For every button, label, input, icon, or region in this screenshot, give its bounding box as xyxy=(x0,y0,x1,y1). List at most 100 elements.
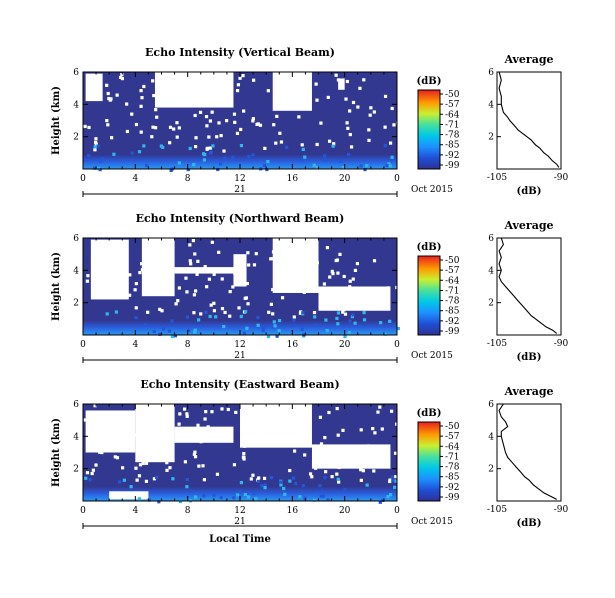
no-data-speckle xyxy=(330,288,334,292)
average-panel-0 xyxy=(496,71,562,170)
no-data-speckle xyxy=(203,417,207,421)
echo-speckle xyxy=(122,478,126,482)
average-x-tick-label: -105 xyxy=(487,173,507,183)
no-data-speckle xyxy=(112,271,116,275)
y-tick-label: 4 xyxy=(73,100,79,110)
no-data-speckle xyxy=(208,119,213,123)
y-tick-label: 6 xyxy=(73,234,79,244)
echo-speckle xyxy=(390,155,394,159)
no-data-speckle xyxy=(194,136,198,140)
no-data-speckle xyxy=(279,140,284,144)
no-data-speckle xyxy=(155,115,159,119)
echo-speckle xyxy=(202,158,206,162)
no-data-speckle xyxy=(344,297,348,301)
no-data-speckle xyxy=(177,286,181,290)
colorbar-tick-label: -57 xyxy=(445,266,460,276)
no-data-speckle xyxy=(196,423,200,427)
echo-speckle xyxy=(266,334,271,339)
no-data-speckle xyxy=(346,126,350,130)
no-data-speckle xyxy=(292,449,297,453)
no-data-speckle xyxy=(94,463,98,467)
echo-speckle xyxy=(279,480,283,484)
echo-speckle xyxy=(325,328,329,333)
no-data-speckle xyxy=(368,113,372,117)
echo-speckle xyxy=(84,476,88,480)
echo-speckle xyxy=(312,498,317,502)
no-data-speckle xyxy=(161,427,166,431)
echo-speckle xyxy=(388,493,393,497)
no-data-speckle xyxy=(256,413,260,417)
no-data-speckle xyxy=(348,132,352,137)
no-data-speckle xyxy=(94,142,98,146)
no-data-speckle xyxy=(348,109,352,113)
no-data-speckle xyxy=(138,270,142,275)
no-data-speckle xyxy=(187,80,191,84)
no-data-speckle xyxy=(286,284,290,288)
echo-speckle xyxy=(254,497,258,501)
x-tick-label: 16 xyxy=(287,174,299,184)
echo-speckle xyxy=(157,500,161,504)
echo-speckle xyxy=(236,493,240,497)
echo-speckle xyxy=(187,328,191,333)
echo-speckle xyxy=(387,162,391,166)
no-data-speckle xyxy=(338,252,342,256)
colorbar-unit: (dB) xyxy=(417,408,442,419)
no-data-speckle xyxy=(220,407,224,411)
no-data-speckle xyxy=(369,293,373,297)
echo-speckle xyxy=(88,478,92,482)
echo-speckle xyxy=(247,155,251,159)
no-data-speckle xyxy=(314,466,318,470)
no-data-speckle xyxy=(159,291,163,295)
no-data-speckle xyxy=(193,113,197,118)
day-label: 21 xyxy=(234,185,245,195)
no-data-speckle xyxy=(134,306,138,310)
no-data-speckle xyxy=(152,93,156,98)
no-data-speckle xyxy=(378,405,382,409)
no-data-speckle xyxy=(378,449,382,454)
heatmap-title: Echo Intensity (Eastward Beam) xyxy=(140,378,339,391)
date-label: Oct 2015 xyxy=(411,517,453,527)
no-data-speckle xyxy=(185,81,190,86)
no-data-speckle xyxy=(330,269,334,273)
no-data-speckle xyxy=(252,421,256,426)
no-data-speckle xyxy=(381,291,385,296)
no-data-speckle xyxy=(238,76,242,80)
no-data-speckle xyxy=(93,404,97,408)
no-data-speckle xyxy=(330,475,334,479)
echo-speckle xyxy=(273,324,277,328)
no-data-speckle xyxy=(253,443,257,447)
no-data-speckle xyxy=(313,459,318,463)
no-data-speckle xyxy=(289,99,293,103)
no-data-speckle xyxy=(243,433,248,437)
no-data-speckle xyxy=(112,264,117,268)
no-data-speckle xyxy=(326,95,330,100)
x-tick-label: 0 xyxy=(80,340,86,350)
no-data-speckle xyxy=(137,474,142,478)
no-data-speckle xyxy=(337,454,342,459)
no-data-speckle xyxy=(108,98,112,102)
heatmap-panel-2 xyxy=(82,403,443,529)
echo-speckle xyxy=(261,328,265,333)
no-data-region xyxy=(272,238,319,293)
no-data-speckle xyxy=(243,440,247,445)
no-data-speckle xyxy=(207,277,211,281)
echo-speckle xyxy=(381,498,385,503)
average-x-tick-label: -90 xyxy=(554,173,569,183)
echo-speckle xyxy=(188,146,192,151)
echo-speckle xyxy=(256,323,260,327)
no-data-region xyxy=(90,239,129,300)
echo-speckle xyxy=(83,158,88,162)
no-data-speckle xyxy=(139,89,143,93)
echo-speckle xyxy=(318,484,322,488)
echo-speckle xyxy=(336,322,340,326)
echo-speckle xyxy=(137,497,141,501)
no-data-speckle xyxy=(154,108,158,112)
x-tick-label: 12 xyxy=(234,340,245,350)
no-data-speckle xyxy=(228,289,232,294)
no-data-speckle xyxy=(153,126,158,130)
echo-speckle xyxy=(212,493,216,497)
echo-speckle xyxy=(359,164,363,168)
echo-speckle xyxy=(265,167,269,172)
no-data-speckle xyxy=(93,148,97,152)
no-data-speckle xyxy=(135,478,139,482)
